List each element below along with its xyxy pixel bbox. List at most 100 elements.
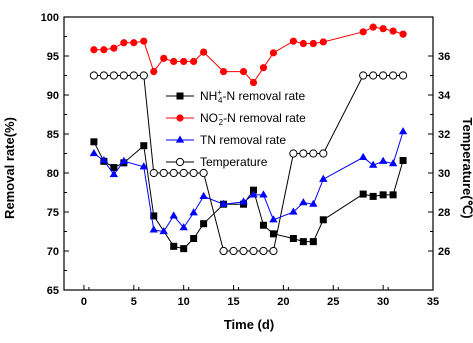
data-point xyxy=(109,71,118,80)
data-point xyxy=(99,71,108,80)
data-point xyxy=(389,71,398,80)
data-point xyxy=(219,246,228,256)
y2-tick-label: 28 xyxy=(438,207,450,219)
legend-item-no2: NO− 2-N removal rate xyxy=(166,110,306,127)
legend-label-no2: NO− 2-N removal rate xyxy=(200,110,306,127)
data-point xyxy=(99,156,109,164)
data-point xyxy=(249,190,258,198)
data-point xyxy=(259,64,268,72)
x-tick-label: 5 xyxy=(131,296,137,308)
legend: NH+ 4-N removal rate NO− 2-N removal rate … xyxy=(166,88,306,169)
data-point xyxy=(269,246,278,256)
legend-label-tn: TN removal rate xyxy=(200,133,286,147)
y-axis-ticks: 65 70 75 80 85 90 95 100 xyxy=(41,12,69,297)
y2-axis-title: Temperature(℃) xyxy=(460,117,473,218)
data-point xyxy=(309,149,318,158)
data-point xyxy=(299,39,307,48)
data-point xyxy=(309,238,317,246)
data-point xyxy=(150,212,158,220)
data-point xyxy=(89,149,99,157)
data-point xyxy=(119,71,128,80)
x-tick-label: 30 xyxy=(377,296,389,308)
data-point xyxy=(130,39,138,47)
series-0 xyxy=(90,138,407,253)
data-point xyxy=(140,142,148,150)
x-tick-label: 20 xyxy=(277,296,289,308)
data-point xyxy=(399,157,407,165)
legend-label-temperature: Temperature xyxy=(200,155,268,169)
data-point xyxy=(319,149,328,158)
data-point xyxy=(189,208,198,216)
data-point xyxy=(319,38,327,46)
data-point xyxy=(239,246,248,256)
data-point xyxy=(180,245,188,253)
data-point xyxy=(90,46,98,54)
data-point xyxy=(239,197,248,205)
data-point xyxy=(160,54,168,62)
data-point xyxy=(179,168,188,178)
data-point xyxy=(368,160,378,168)
data-point xyxy=(289,149,298,158)
y2-tick-label: 34 xyxy=(438,90,451,102)
data-point xyxy=(110,164,118,172)
y-tick-label: 70 xyxy=(47,246,59,258)
data-point xyxy=(359,28,367,36)
data-point xyxy=(289,207,298,215)
y-tick-label: 80 xyxy=(47,168,59,180)
y-axis-title: Removal rate(%) xyxy=(2,117,17,219)
data-point xyxy=(159,227,168,235)
data-point xyxy=(170,242,178,250)
data-point xyxy=(149,168,158,178)
x-axis-ticks: 0 5 10 15 20 25 30 35 xyxy=(81,285,439,308)
data-point xyxy=(139,162,148,170)
data-point xyxy=(180,57,188,66)
data-point xyxy=(359,190,367,198)
plot-border xyxy=(63,16,434,291)
series-layer xyxy=(89,23,408,256)
data-point xyxy=(200,48,208,56)
data-point xyxy=(289,37,297,45)
series-3 xyxy=(89,71,408,256)
data-point xyxy=(389,27,397,35)
data-point xyxy=(359,71,368,80)
x-tick-label: 10 xyxy=(178,296,190,308)
data-point xyxy=(189,168,198,178)
data-point xyxy=(149,225,158,233)
data-point xyxy=(259,190,268,198)
data-point xyxy=(109,170,119,178)
legend-marker-nh4 xyxy=(176,92,184,100)
data-point xyxy=(369,23,377,31)
data-point xyxy=(319,174,328,182)
y-tick-label: 85 xyxy=(47,129,59,141)
data-point xyxy=(369,71,378,80)
legend-marker-temperature xyxy=(175,157,185,167)
data-point xyxy=(299,149,308,158)
data-point xyxy=(90,138,98,146)
data-point xyxy=(219,199,228,207)
x-axis-title: Time (d) xyxy=(224,317,274,332)
data-point xyxy=(399,30,407,38)
data-point xyxy=(170,57,178,66)
data-point xyxy=(369,192,377,200)
y-tick-label: 95 xyxy=(47,51,59,63)
data-point xyxy=(219,68,228,76)
data-point xyxy=(269,230,277,238)
data-point xyxy=(140,37,148,45)
data-point xyxy=(199,191,208,199)
x-tick-label: 15 xyxy=(227,296,239,308)
y-tick-label: 75 xyxy=(47,207,59,219)
data-point xyxy=(169,168,178,178)
data-point xyxy=(139,71,148,80)
data-point xyxy=(269,215,278,223)
y-tick-label: 100 xyxy=(41,12,59,24)
data-point xyxy=(190,235,198,243)
data-point xyxy=(299,238,307,246)
x-tick-label: 0 xyxy=(81,296,87,308)
data-point xyxy=(259,246,268,256)
data-point xyxy=(398,127,408,135)
data-point xyxy=(299,198,308,206)
data-point xyxy=(110,44,118,52)
data-point xyxy=(100,46,108,54)
